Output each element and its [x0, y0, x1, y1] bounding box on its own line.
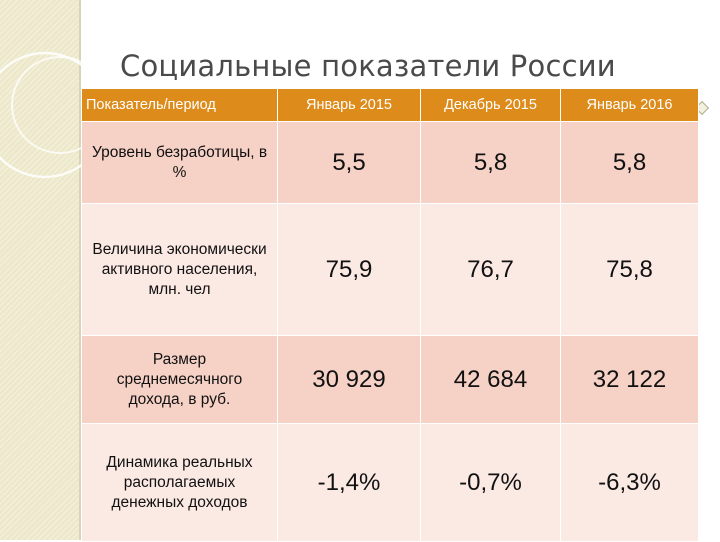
row-label: Динамика реальных располагаемых денежных…: [81, 423, 278, 542]
cell-value: -0,7%: [420, 423, 561, 542]
table-header-row: Показатель/период Январь 2015 Декабрь 20…: [81, 88, 699, 122]
indicators-table: Показатель/период Январь 2015 Декабрь 20…: [81, 88, 699, 542]
side-strip-divider: [79, 0, 81, 540]
cell-value: 5,8: [420, 121, 561, 204]
header-january-2016: Январь 2016: [560, 88, 699, 122]
cell-value: 5,8: [560, 121, 699, 204]
decorative-side-strip: [0, 0, 79, 540]
cell-value: 32 122: [560, 335, 699, 424]
table-row-real-income-dynamics: Динамика реальных располагаемых денежных…: [81, 423, 699, 542]
cell-value: 42 684: [420, 335, 561, 424]
table-row-average-income: Размер среднемесячного дохода, в руб. 30…: [81, 335, 699, 424]
cell-value: 30 929: [277, 335, 421, 424]
slide-title: Социальные показатели России: [120, 49, 616, 83]
cell-value: -6,3%: [560, 423, 699, 542]
row-label: Уровень безработицы, в %: [81, 121, 278, 204]
table-row-unemployment: Уровень безработицы, в % 5,5 5,8 5,8: [81, 121, 699, 204]
header-january-2015: Январь 2015: [277, 88, 421, 122]
cell-value: 5,5: [277, 121, 421, 204]
table-row-labor-force: Величина экономически активного населени…: [81, 203, 699, 336]
row-label: Размер среднемесячного дохода, в руб.: [81, 335, 278, 424]
cell-value: 75,9: [277, 203, 421, 336]
cell-value: 76,7: [420, 203, 561, 336]
cell-value: 75,8: [560, 203, 699, 336]
row-label: Величина экономически активного населени…: [81, 203, 278, 336]
header-december-2015: Декабрь 2015: [420, 88, 561, 122]
cell-value: -1,4%: [277, 423, 421, 542]
header-indicator-period: Показатель/период: [81, 88, 278, 122]
